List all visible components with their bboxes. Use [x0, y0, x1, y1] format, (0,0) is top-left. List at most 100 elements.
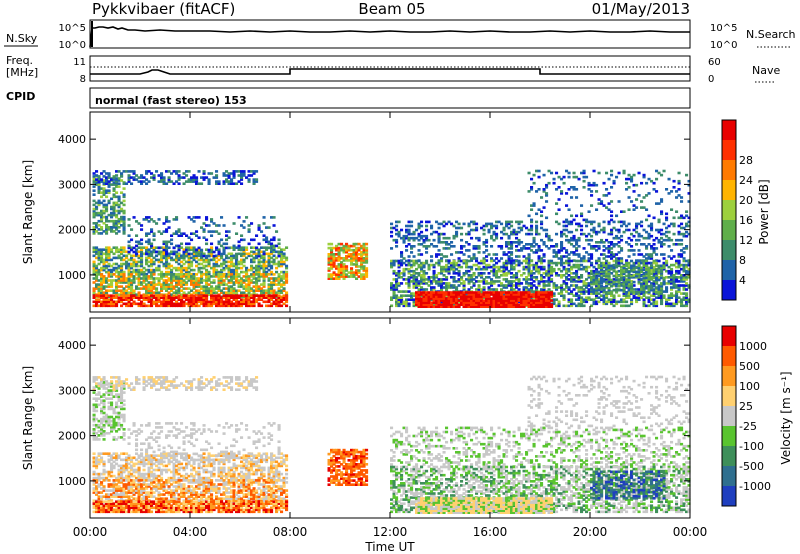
heatmap-cell [332, 265, 336, 268]
heatmap-cell [605, 261, 609, 265]
heatmap-cell [225, 242, 229, 246]
heatmap-cell [447, 284, 451, 287]
heatmap-cell [242, 250, 246, 254]
heatmap-cell [430, 255, 434, 258]
heatmap-cell [605, 267, 609, 271]
heatmap-cell [397, 298, 401, 301]
heatmap-cell [125, 294, 129, 297]
heatmap-cell [577, 296, 581, 299]
heatmap-cell [405, 224, 409, 228]
heatmap-cell [345, 248, 349, 252]
heatmap-cell [400, 302, 404, 306]
heatmap-cell [222, 242, 226, 246]
heatmap-cell [602, 300, 606, 304]
heatmap-cell [512, 261, 516, 265]
heatmap-cell [130, 285, 134, 288]
heatmap-cell [685, 288, 689, 291]
heatmap-cell [512, 230, 516, 234]
heatmap-cell [357, 246, 361, 250]
heatmap-cell [400, 282, 404, 285]
heatmap-cell [250, 222, 254, 225]
heatmap-cell [162, 176, 166, 179]
heatmap-cell [445, 284, 449, 287]
heatmap-cell [165, 250, 169, 254]
heatmap-cell [597, 292, 601, 295]
heatmap-cell [670, 263, 674, 267]
heatmap-cell [587, 232, 591, 236]
heatmap-cell [475, 247, 479, 250]
heatmap-cell [667, 296, 671, 299]
heatmap-cell [457, 293, 461, 296]
heatmap-cell [140, 250, 144, 254]
heatmap-cell [140, 270, 144, 274]
heatmap-cell [132, 281, 136, 284]
heatmap-cell [175, 216, 179, 219]
heatmap-cell [567, 253, 571, 256]
heatmap-cell [165, 258, 169, 262]
heatmap-cell [117, 209, 121, 213]
heatmap-cell [335, 267, 339, 270]
heatmap-cell [505, 220, 509, 224]
heatmap-cell [640, 220, 644, 224]
heatmap-cell [352, 275, 356, 278]
heatmap-cell [600, 261, 604, 265]
heatmap-cell [97, 279, 101, 282]
heatmap-cell [125, 260, 129, 264]
heatmap-cell [562, 296, 566, 299]
heatmap-cell [412, 292, 416, 295]
heatmap-cell [275, 304, 279, 308]
heatmap-cell [190, 238, 194, 242]
heatmap-cell [105, 176, 109, 179]
heatmap-cell [130, 302, 134, 306]
heatmap-cell [580, 274, 584, 277]
heatmap-cell [95, 266, 99, 270]
heatmap-cell [102, 222, 106, 225]
heatmap-cell [240, 172, 244, 175]
heatmap-cell [245, 289, 249, 292]
heatmap-cell [392, 290, 396, 293]
heatmap-cell [267, 289, 271, 292]
heatmap-cell [100, 178, 104, 181]
heatmap-cell [517, 230, 521, 234]
heatmap-cell [140, 252, 144, 256]
heatmap-cell [497, 220, 501, 224]
heatmap-cell [205, 258, 209, 262]
heatmap-cell [165, 242, 169, 246]
heatmap-cell [97, 175, 101, 178]
heatmap-cell [130, 238, 134, 242]
heatmap-cell [130, 258, 134, 262]
heatmap-cell [150, 283, 154, 286]
heatmap-cell [252, 277, 256, 280]
heatmap-cell [567, 241, 571, 244]
heatmap-cell [407, 272, 411, 275]
heatmap-cell [105, 217, 109, 221]
heatmap-cell [97, 199, 101, 203]
heatmap-cell [562, 228, 566, 232]
heatmap-cell [150, 172, 154, 175]
heatmap-cell [520, 274, 524, 277]
heatmap-cell [472, 245, 476, 248]
heatmap-cell [417, 226, 421, 230]
heatmap-cell [122, 230, 126, 233]
heatmap-cell [425, 261, 429, 265]
heatmap-cell [515, 272, 519, 275]
heatmap-cell [232, 170, 236, 173]
heatmap-cell [182, 256, 186, 260]
heatmap-cell [660, 294, 664, 297]
heatmap-cell [427, 263, 431, 267]
heatmap-cell [467, 288, 471, 291]
heatmap-cell [507, 272, 511, 275]
heatmap-cell [682, 257, 686, 260]
heatmap-cell [587, 282, 591, 285]
heatmap-cell [237, 279, 241, 282]
heatmap-cell [267, 291, 271, 294]
heatmap-cell [350, 261, 354, 264]
heatmap-cell [557, 302, 561, 306]
heatmap-cell [590, 220, 594, 224]
heatmap-cell [122, 262, 126, 266]
heatmap-cell [255, 285, 259, 288]
heatmap-cell [410, 269, 414, 273]
heatmap-cell [650, 247, 654, 250]
heatmap-cell [117, 222, 121, 225]
heatmap-cell [277, 296, 281, 299]
